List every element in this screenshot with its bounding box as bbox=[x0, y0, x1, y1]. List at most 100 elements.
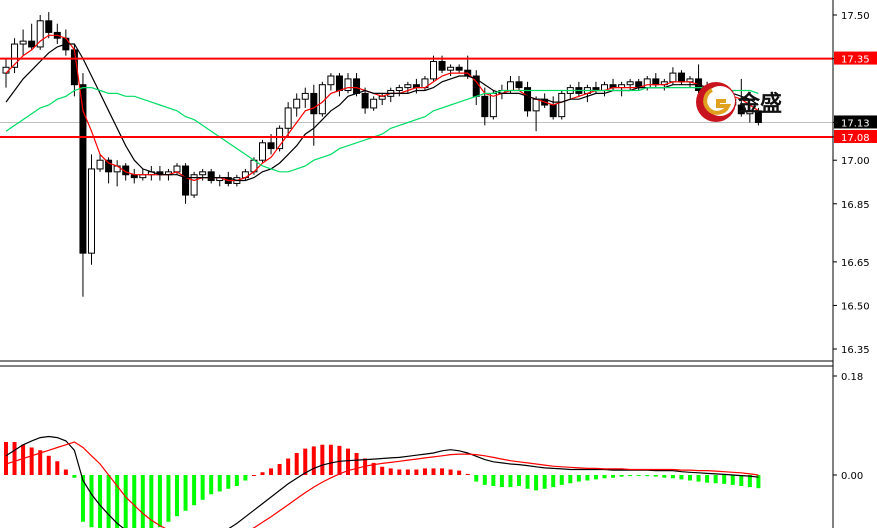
histogram-bar-negative bbox=[482, 475, 487, 485]
histogram-bar-negative bbox=[705, 475, 710, 483]
histogram-bar-positive bbox=[269, 468, 274, 475]
watermark-logo: 金盛 bbox=[696, 82, 782, 122]
candle-bearish bbox=[353, 78, 361, 94]
candle-bullish bbox=[19, 40, 27, 45]
candle-bullish bbox=[293, 98, 301, 109]
histogram-bar-negative bbox=[132, 475, 137, 532]
histogram-bar-negative bbox=[756, 475, 761, 489]
histogram-bar-negative bbox=[243, 475, 248, 481]
y-tick-label: 16.50 bbox=[841, 301, 870, 312]
histogram-bar-negative bbox=[175, 475, 179, 517]
candle-bullish bbox=[404, 84, 412, 89]
histogram-bar-positive bbox=[397, 469, 402, 475]
candle-bullish bbox=[96, 159, 104, 170]
histogram-bar-positive bbox=[448, 469, 453, 475]
histogram-bar-positive bbox=[422, 468, 427, 475]
histogram-bar-negative bbox=[491, 475, 496, 486]
histogram-bar-positive bbox=[29, 447, 34, 475]
y-tick-label: 16.85 bbox=[841, 200, 870, 211]
candle-bullish bbox=[558, 92, 566, 118]
histogram-bar-negative bbox=[200, 475, 205, 500]
candle-bearish bbox=[524, 87, 532, 112]
candle-bearish bbox=[105, 159, 113, 173]
histogram-bar-negative bbox=[234, 475, 239, 486]
histogram-bar-positive bbox=[46, 455, 51, 475]
candle-bullish bbox=[36, 20, 44, 48]
candle-bearish bbox=[45, 20, 53, 33]
histogram-bar-negative bbox=[80, 475, 85, 522]
histogram-bar-negative bbox=[688, 475, 692, 481]
histogram-bar-negative bbox=[226, 475, 231, 489]
oscillator-panel bbox=[4, 435, 761, 532]
candle-bullish bbox=[327, 75, 335, 86]
histogram-bar-negative bbox=[593, 475, 598, 480]
histogram-bar-negative bbox=[730, 475, 735, 485]
candle-bearish bbox=[515, 81, 523, 89]
histogram-bar-negative bbox=[157, 475, 162, 528]
histogram-bar-negative bbox=[525, 475, 530, 489]
histogram-bar-negative bbox=[679, 475, 684, 480]
candle-bearish bbox=[549, 104, 557, 118]
moving-average-line-2 bbox=[5, 43, 759, 182]
candle-bearish bbox=[28, 40, 36, 48]
histogram-bar-positive bbox=[251, 475, 256, 476]
histogram-bar-positive bbox=[294, 453, 299, 475]
candle-bullish bbox=[284, 107, 292, 129]
histogram-bar-positive bbox=[371, 462, 376, 475]
histogram-bar-positive bbox=[4, 442, 8, 475]
histogram-bar-positive bbox=[457, 470, 462, 475]
candle-bullish bbox=[669, 72, 677, 83]
histogram-bar-negative bbox=[89, 475, 94, 528]
candle-bearish bbox=[455, 66, 463, 71]
histogram-bar-negative bbox=[217, 475, 222, 492]
histogram-bar-negative bbox=[115, 475, 120, 532]
histogram-bar-positive bbox=[465, 473, 470, 475]
histogram-bar-positive bbox=[354, 453, 359, 475]
histogram-bar-negative bbox=[551, 475, 556, 488]
histogram-bar-negative bbox=[209, 475, 214, 495]
histogram-bar-negative bbox=[534, 475, 539, 491]
histogram-bar-negative bbox=[98, 475, 103, 530]
candle-bearish bbox=[737, 104, 745, 115]
histogram-bar-negative bbox=[670, 475, 675, 479]
candle-bearish bbox=[677, 72, 685, 83]
level-price-badge bbox=[834, 51, 877, 65]
osc-tick-label: 0.00 bbox=[841, 471, 863, 482]
y-tick-label: 16.65 bbox=[841, 258, 870, 269]
histogram-bar-negative bbox=[602, 475, 607, 479]
histogram-bar-negative bbox=[576, 475, 581, 482]
candle-bullish bbox=[199, 171, 207, 176]
histogram-bar-negative bbox=[149, 475, 154, 532]
candle-bullish bbox=[276, 127, 284, 150]
y-tick-label: 16.35 bbox=[841, 345, 870, 356]
current-price-badge bbox=[834, 115, 877, 129]
histogram-bar-positive bbox=[12, 442, 17, 475]
y-tick-label: 17.13 bbox=[841, 118, 870, 129]
histogram-bar-positive bbox=[21, 444, 26, 475]
histogram-bar-positive bbox=[337, 445, 342, 475]
candle-bearish bbox=[652, 78, 660, 86]
candle-bullish bbox=[506, 81, 514, 92]
histogram-bar-negative bbox=[696, 475, 701, 482]
histogram-bar-positive bbox=[260, 472, 265, 475]
histogram-bar-negative bbox=[662, 475, 667, 478]
candle-bearish bbox=[207, 171, 215, 182]
histogram-bar-negative bbox=[123, 475, 128, 532]
candle-bullish bbox=[532, 98, 540, 112]
histogram-bar-negative bbox=[619, 475, 624, 477]
histogram-bar-negative bbox=[559, 475, 564, 485]
histogram-bar-negative bbox=[474, 475, 479, 482]
candle-bullish bbox=[259, 142, 266, 161]
candle-bullish bbox=[88, 168, 95, 254]
candle-bullish bbox=[626, 81, 634, 86]
y-tick-label: 17.08 bbox=[841, 133, 870, 144]
histogram-bar-negative bbox=[585, 475, 590, 481]
price-panel bbox=[0, 12, 833, 297]
level-price-badge bbox=[834, 129, 877, 143]
histogram-bar-positive bbox=[405, 469, 410, 475]
candle-bullish bbox=[395, 87, 403, 92]
histogram-bar-negative bbox=[542, 475, 547, 489]
histogram-bar-negative bbox=[739, 475, 744, 486]
histogram-bar-positive bbox=[303, 448, 308, 475]
